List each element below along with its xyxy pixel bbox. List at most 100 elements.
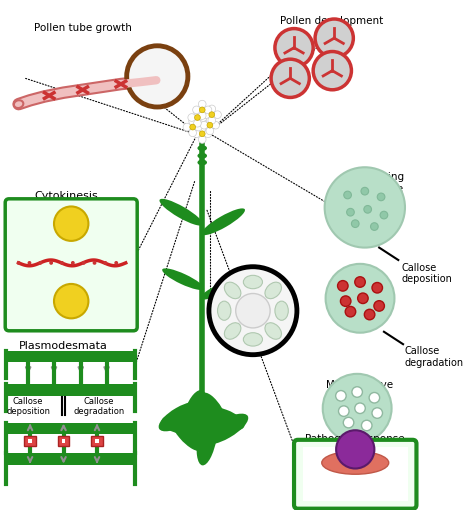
Circle shape (380, 211, 388, 219)
Circle shape (374, 301, 384, 311)
Circle shape (204, 130, 212, 138)
Circle shape (127, 46, 188, 107)
Circle shape (183, 123, 191, 131)
Bar (302, 446, 408, 501)
Bar (95, 439, 99, 443)
Circle shape (361, 188, 369, 195)
Bar (62, 439, 65, 443)
Ellipse shape (275, 301, 288, 320)
Circle shape (315, 19, 353, 57)
Circle shape (355, 403, 365, 414)
Circle shape (214, 111, 221, 118)
Text: Mature sieve
element: Mature sieve element (327, 380, 393, 401)
Circle shape (355, 277, 365, 287)
Ellipse shape (198, 153, 207, 159)
Circle shape (209, 267, 297, 355)
Bar (28, 439, 32, 443)
FancyBboxPatch shape (294, 440, 417, 508)
Circle shape (336, 430, 374, 468)
Circle shape (372, 408, 383, 418)
Circle shape (364, 205, 372, 213)
Circle shape (313, 52, 351, 90)
Ellipse shape (162, 414, 202, 435)
Circle shape (200, 107, 205, 113)
Text: Pollen development: Pollen development (280, 16, 383, 26)
Ellipse shape (265, 282, 282, 299)
Ellipse shape (202, 414, 248, 445)
Circle shape (372, 282, 383, 293)
Text: Callose
degradation: Callose degradation (405, 346, 464, 368)
Ellipse shape (162, 268, 204, 290)
Circle shape (346, 208, 354, 216)
Ellipse shape (243, 333, 263, 346)
Circle shape (114, 261, 118, 265)
Circle shape (200, 114, 207, 121)
Bar (6, 351, 135, 362)
Circle shape (190, 124, 196, 130)
Ellipse shape (198, 159, 207, 165)
Text: Callose
deposition: Callose deposition (401, 263, 452, 284)
Circle shape (340, 296, 351, 306)
Ellipse shape (197, 408, 218, 465)
Bar (6, 453, 135, 465)
Ellipse shape (224, 322, 241, 339)
Circle shape (271, 59, 310, 97)
Circle shape (204, 106, 212, 114)
Circle shape (54, 284, 89, 318)
Circle shape (200, 131, 205, 137)
Circle shape (326, 264, 394, 333)
Circle shape (362, 420, 372, 431)
Circle shape (82, 261, 86, 265)
Text: Pollen tube growth: Pollen tube growth (34, 23, 132, 33)
Circle shape (199, 135, 206, 143)
Circle shape (60, 261, 64, 265)
Circle shape (209, 112, 215, 118)
Circle shape (188, 114, 196, 121)
Circle shape (371, 222, 378, 230)
Ellipse shape (170, 413, 204, 451)
Text: Developing
sieve plate: Developing sieve plate (345, 172, 404, 194)
Text: Cytokinesis: Cytokinesis (35, 191, 98, 201)
Ellipse shape (218, 301, 231, 320)
Ellipse shape (198, 145, 207, 151)
Circle shape (323, 374, 392, 443)
Circle shape (193, 108, 201, 116)
Circle shape (189, 129, 197, 137)
Circle shape (336, 391, 346, 401)
Bar (91, 436, 103, 445)
Circle shape (351, 220, 359, 228)
Circle shape (369, 392, 380, 403)
FancyBboxPatch shape (5, 199, 137, 331)
Circle shape (337, 281, 348, 291)
Circle shape (194, 123, 202, 131)
Text: Plasmodesmata: Plasmodesmata (19, 341, 108, 351)
Circle shape (206, 116, 214, 123)
Bar (58, 436, 69, 445)
Circle shape (344, 191, 351, 199)
Circle shape (189, 118, 197, 125)
Ellipse shape (201, 278, 242, 300)
Circle shape (192, 130, 201, 138)
Circle shape (365, 309, 375, 320)
Circle shape (352, 387, 363, 397)
Ellipse shape (14, 100, 23, 108)
Circle shape (54, 206, 89, 241)
Bar (6, 423, 135, 434)
Circle shape (92, 261, 96, 265)
Circle shape (103, 261, 107, 265)
Ellipse shape (159, 199, 203, 226)
Circle shape (206, 127, 214, 135)
Circle shape (38, 261, 42, 265)
Circle shape (193, 119, 201, 127)
Circle shape (377, 193, 385, 201)
Circle shape (49, 261, 53, 265)
Ellipse shape (224, 282, 241, 299)
Circle shape (27, 261, 31, 265)
Circle shape (71, 261, 75, 265)
Circle shape (207, 122, 213, 128)
Circle shape (345, 306, 356, 317)
Bar (24, 436, 36, 445)
Circle shape (201, 121, 208, 129)
Circle shape (199, 124, 206, 132)
Text: Callose
deposition: Callose deposition (6, 397, 50, 416)
